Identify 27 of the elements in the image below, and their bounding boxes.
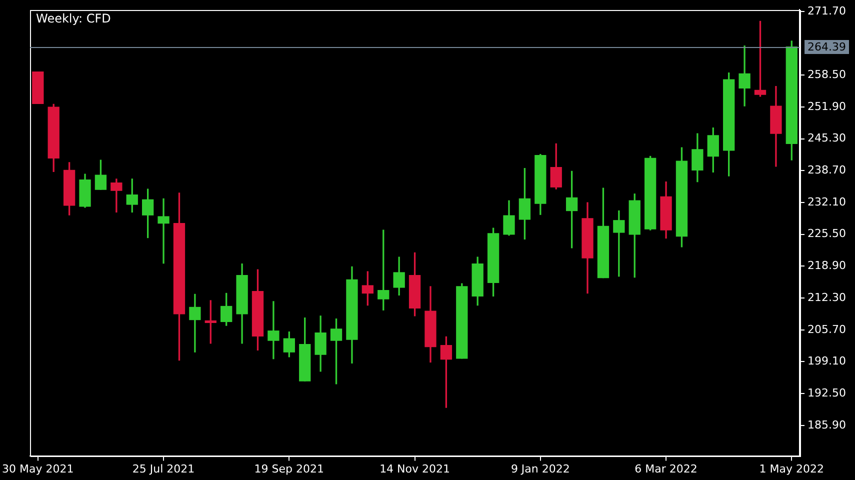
y-tick-label: 238.70 bbox=[808, 164, 846, 177]
y-tick-label: 245.30 bbox=[808, 132, 846, 145]
y-tick-label: 225.50 bbox=[808, 227, 846, 240]
candlestick bbox=[613, 210, 625, 277]
candlestick bbox=[158, 198, 170, 264]
y-tick-label: 192.50 bbox=[808, 386, 846, 400]
x-tick-label: 9 Jan 2022 bbox=[510, 462, 570, 476]
x-tick-label: 30 May 2021 bbox=[2, 462, 74, 476]
y-tick-label: 251.90 bbox=[808, 100, 846, 113]
y-tick-label: 185.90 bbox=[808, 418, 846, 432]
y-tick-label: 199.10 bbox=[808, 354, 846, 368]
x-tick-label: 25 Jul 2021 bbox=[132, 462, 195, 476]
x-tick-label: 19 Sep 2021 bbox=[254, 462, 324, 476]
x-tick-label: 1 May 2022 bbox=[759, 462, 824, 476]
y-tick-label: 258.50 bbox=[808, 68, 846, 82]
candlestick bbox=[110, 178, 122, 213]
x-tick-label: 14 Nov 2021 bbox=[380, 462, 450, 476]
x-tick-label: 6 Mar 2022 bbox=[634, 462, 698, 476]
y-tick-label: 271.70 bbox=[808, 4, 846, 18]
y-tick-label: 232.10 bbox=[808, 195, 846, 208]
y-tick-label: 212.30 bbox=[808, 290, 846, 304]
y-tick-label: 205.70 bbox=[808, 322, 846, 336]
ref-line-label: 264.39 bbox=[808, 40, 846, 54]
candlestick bbox=[189, 294, 201, 352]
chart-title: Weekly: CFD bbox=[36, 12, 111, 26]
y-tick-label: 218.90 bbox=[808, 259, 846, 272]
candlestick bbox=[268, 301, 280, 360]
